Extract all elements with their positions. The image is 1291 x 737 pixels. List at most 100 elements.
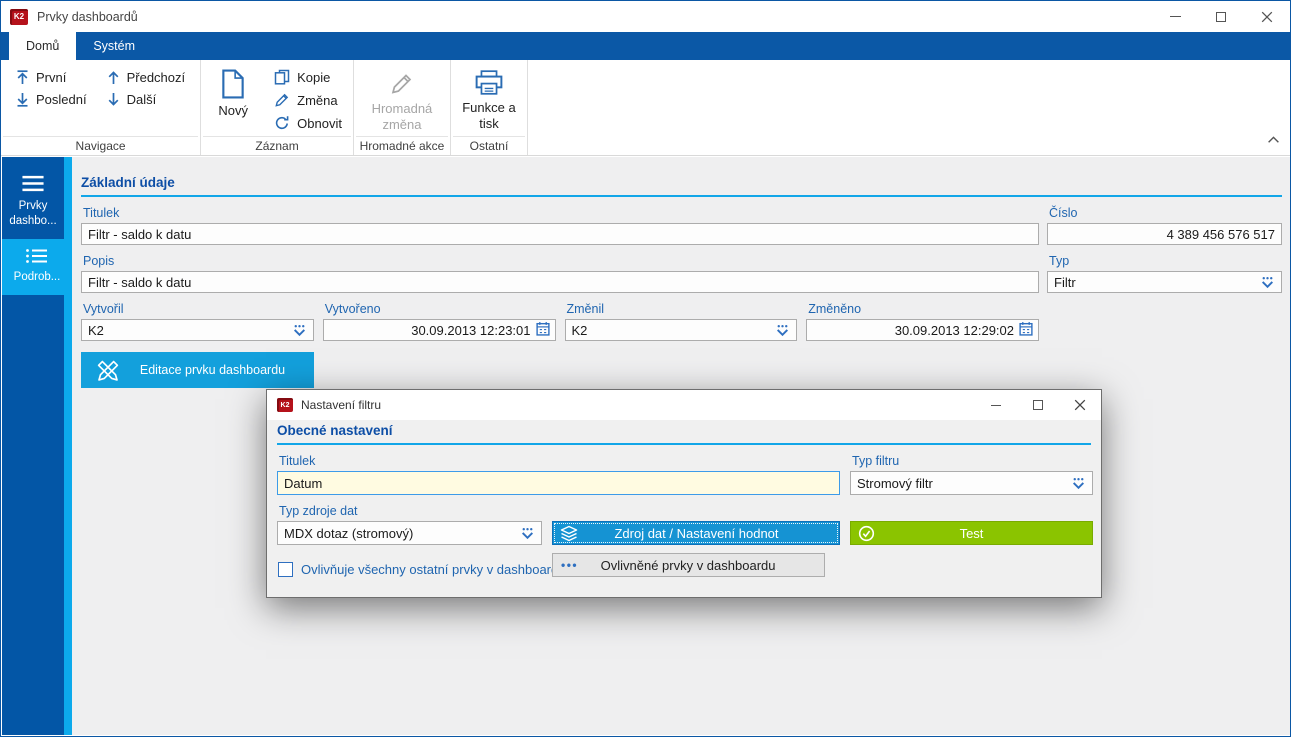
- close-icon: [1261, 11, 1273, 22]
- close-icon: [1074, 399, 1086, 411]
- data-source-button[interactable]: Zdroj dat / Nastavení hodnot: [552, 521, 840, 545]
- combo-dropdown-icon[interactable]: [775, 324, 790, 337]
- ribbon: První Předchozí Poslední: [1, 60, 1290, 156]
- titulek-input[interactable]: [81, 223, 1039, 245]
- ribbon-group-label: Hromadné akce: [355, 136, 448, 155]
- refresh-button[interactable]: Obnovit: [269, 113, 347, 133]
- dialog-close-button[interactable]: [1059, 390, 1101, 420]
- sidebar-item-podrobnosti[interactable]: Podrob...: [2, 238, 72, 295]
- arrow-up-icon: [107, 70, 120, 85]
- ribbon-tab-bar: Domů Systém: [1, 32, 1290, 60]
- ribbon-group-zaznam: Nový Kopie Změna: [201, 60, 354, 155]
- menu-icon: [4, 174, 62, 193]
- dialog-title: Nastavení filtru: [301, 398, 382, 412]
- combo-dropdown-icon[interactable]: [1260, 276, 1275, 289]
- filter-settings-dialog: K2 Nastavení filtru Obecné nastavení Tit…: [266, 389, 1102, 598]
- edit-dashboard-element-button[interactable]: Editace prvku dashboardu: [81, 352, 314, 388]
- dialog-maximize-button[interactable]: [1017, 390, 1059, 420]
- window-title: Prvky dashboardů: [37, 9, 138, 24]
- copy-icon: [274, 69, 290, 85]
- maximize-button[interactable]: [1198, 1, 1244, 32]
- ribbon-group-label: Ostatní: [452, 136, 525, 155]
- dialog-section-title: Obecné nastavení: [277, 423, 1091, 445]
- previous-button[interactable]: Předchozí: [102, 68, 191, 87]
- dialog-title-bar: K2 Nastavení filtru: [267, 390, 1101, 420]
- new-button[interactable]: Nový: [207, 65, 259, 119]
- k2-logo-icon: K2: [277, 398, 293, 412]
- vytvoreno-field[interactable]: 30.09.2013 12:23:01: [322, 319, 556, 341]
- dialog-titulek-label: Titulek: [279, 454, 316, 468]
- typ-combo[interactable]: Filtr: [1047, 271, 1282, 293]
- arrow-up-to-bar-icon: [16, 70, 29, 85]
- affects-all-elements-label[interactable]: Ovlivňuje všechny ostatní prvky v dashbo…: [301, 562, 566, 577]
- last-button[interactable]: Poslední: [11, 90, 92, 109]
- ellipsis-icon: •••: [561, 558, 579, 572]
- zmeneno-field[interactable]: 30.09.2013 12:29:02: [806, 319, 1039, 341]
- pencil-icon: [389, 69, 415, 97]
- popis-input[interactable]: [81, 271, 1039, 293]
- dialog-minimize-button[interactable]: [975, 390, 1017, 420]
- section-title: Základní údaje: [81, 175, 1282, 197]
- maximize-icon: [1033, 400, 1043, 410]
- arrow-down-to-bar-icon: [16, 92, 29, 107]
- cislo-input[interactable]: [1047, 223, 1282, 245]
- zmenil-label: Změnil: [566, 302, 605, 316]
- titulek-label: Titulek: [83, 206, 120, 220]
- minimize-icon: [1169, 16, 1181, 17]
- affects-all-elements-checkbox[interactable]: [278, 562, 293, 577]
- dialog-titulek-input[interactable]: [277, 471, 840, 495]
- affected-elements-button[interactable]: ••• Ovlivněné prvky v dashboardu: [552, 553, 825, 577]
- collapse-ribbon-button[interactable]: [1267, 131, 1280, 149]
- pencil-icon: [274, 92, 290, 108]
- typ-filtru-combo[interactable]: Stromový filtr: [850, 471, 1093, 495]
- combo-dropdown-icon[interactable]: [520, 527, 535, 540]
- refresh-icon: [274, 115, 290, 131]
- list-icon: [4, 248, 70, 264]
- combo-dropdown-icon[interactable]: [1071, 477, 1086, 490]
- ribbon-group-label: Navigace: [3, 136, 199, 155]
- minimize-button[interactable]: [1152, 1, 1198, 32]
- maximize-icon: [1216, 11, 1226, 22]
- typ-label: Typ: [1049, 254, 1070, 268]
- functions-print-button[interactable]: Funkce a tisk: [457, 65, 521, 133]
- printer-icon: [475, 69, 503, 96]
- ribbon-group-label: Záznam: [203, 136, 351, 155]
- close-button[interactable]: [1244, 1, 1290, 32]
- zmeneno-label: Změněno: [808, 302, 862, 316]
- zmenil-combo[interactable]: K2: [564, 319, 798, 341]
- vytvoril-combo[interactable]: K2: [81, 319, 314, 341]
- check-circle-icon: [858, 525, 875, 542]
- test-button[interactable]: Test: [850, 521, 1093, 545]
- typ-filtru-label: Typ filtru: [852, 454, 900, 468]
- ribbon-group-hromadne-akce: Hromadná změna Hromadné akce: [354, 60, 451, 155]
- vytvoril-label: Vytvořil: [83, 302, 124, 316]
- ribbon-group-ostatni: Funkce a tisk Ostatní: [451, 60, 528, 155]
- minimize-icon: [991, 404, 1001, 406]
- combo-dropdown-icon[interactable]: [292, 324, 307, 337]
- chevron-up-icon: [1268, 136, 1279, 143]
- calendar-icon[interactable]: [535, 321, 550, 339]
- next-button[interactable]: Další: [102, 90, 191, 109]
- calendar-icon[interactable]: [1019, 321, 1033, 339]
- new-document-icon: [221, 69, 245, 99]
- ribbon-group-navigace: První Předchozí Poslední: [1, 60, 202, 155]
- vytvoreno-label: Vytvořeno: [324, 302, 381, 316]
- copy-button[interactable]: Kopie: [269, 67, 347, 87]
- bulk-change-button: Hromadná změna: [360, 65, 444, 134]
- sidebar: Prvky dashbo... Podrob...: [2, 157, 72, 735]
- popis-label: Popis: [83, 254, 115, 268]
- change-button[interactable]: Změna: [269, 90, 347, 110]
- tab-domu[interactable]: Domů: [9, 32, 77, 60]
- first-button[interactable]: První: [11, 68, 92, 87]
- sidebar-item-prvky-dashboardu[interactable]: Prvky dashbo...: [2, 165, 64, 239]
- tab-system[interactable]: Systém: [93, 39, 136, 53]
- arrow-down-icon: [107, 92, 120, 107]
- cislo-label: Číslo: [1049, 206, 1078, 220]
- typ-zdroje-dat-label: Typ zdroje dat: [279, 504, 358, 518]
- title-bar: K2 Prvky dashboardů: [1, 1, 1290, 32]
- k2-logo-icon: K2: [10, 8, 28, 25]
- layers-icon: [560, 525, 578, 542]
- edit-crossed-pencils-icon: [93, 355, 123, 385]
- typ-zdroje-dat-combo[interactable]: MDX dotaz (stromový): [277, 521, 542, 545]
